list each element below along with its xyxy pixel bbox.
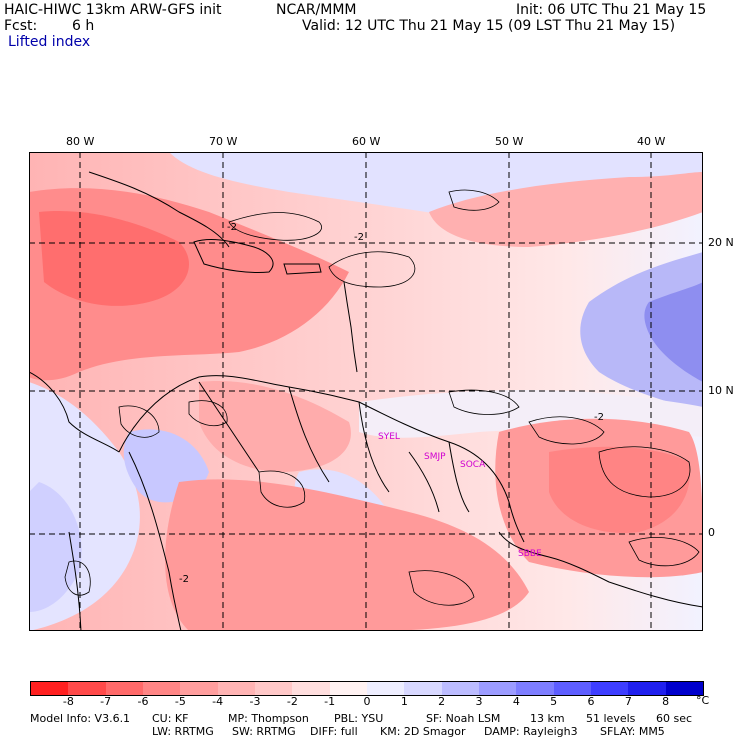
puerto-rico-coast [283, 263, 322, 275]
colorbar-swatch [68, 682, 106, 695]
colorbar-tick-label: -7 [100, 695, 112, 708]
init-time: Init: 06 UTC Thu 21 May 15 [516, 2, 707, 18]
station-smjp: SMJP [424, 452, 446, 462]
footer-diff: DIFF: full [310, 725, 358, 738]
sa-blue-patch3 [29, 482, 82, 612]
colorbar-tick-label: -8 [62, 695, 74, 708]
colorbar-tick-label: 0 [363, 695, 371, 708]
colorbar-tick-label: -6 [137, 695, 149, 708]
colorbar-tick-label: -5 [174, 695, 186, 708]
colorbar-swatch [553, 682, 591, 695]
colorbar-tick-label: 8 [662, 695, 670, 708]
fcst-value: 6 h [72, 18, 95, 34]
station-soca: SOCA [460, 460, 486, 470]
colorbar [30, 681, 704, 696]
colorbar-swatch [516, 682, 554, 695]
colorbar-tick-label: -3 [249, 695, 261, 708]
lon-label-40w: 40 W [637, 135, 666, 148]
footer-levels: 51 levels [586, 712, 636, 725]
colorbar-swatch [105, 682, 143, 695]
caribbean-red-core [39, 211, 189, 306]
colorbar-unit: °C [696, 694, 710, 707]
graticule [29, 152, 703, 631]
coastlines [29, 171, 703, 631]
lon-label-70w: 70 W [209, 135, 238, 148]
lon-label-50w: 50 W [495, 135, 524, 148]
colorbar-tick-label: -1 [324, 695, 336, 708]
contour-label-2: -2 [354, 232, 364, 243]
amazon-red [165, 479, 530, 631]
colorbar-swatch [292, 682, 330, 695]
sa-amazon-mouth [498, 531, 703, 608]
colorbar-swatch [329, 682, 367, 695]
atlantic-red-se-core [549, 446, 690, 533]
hispaniola-coast [193, 239, 274, 273]
lat-label-eq: 0 [708, 526, 715, 539]
lat-label-10n: 10 N [708, 384, 734, 397]
valid-time: Valid: 12 UTC Thu 21 May 15 (09 LST Thu … [302, 18, 676, 34]
lon-label-60w: 60 W [352, 135, 381, 148]
org-label: NCAR/MMM [276, 2, 357, 18]
east-blue-core [644, 282, 703, 382]
sa-west-coast [68, 531, 82, 631]
colorbar-labels: -8 -7 -6 -5 -4 -3 -2 -1 0 1 2 3 4 5 6 7 8 [0, 695, 740, 709]
cuba-coast [88, 171, 230, 248]
east-blue-region [580, 252, 703, 412]
atlantic-red-ne [429, 172, 703, 247]
li-contours [64, 189, 700, 606]
footer-model-info: Model Info: V3.6.1 [30, 712, 131, 725]
footer-timestep: 60 sec [656, 712, 693, 725]
colorbar-swatch [31, 682, 69, 695]
colorbar-tick-label: 4 [512, 695, 520, 708]
colorbar-tick-label: -4 [212, 695, 224, 708]
fcst-label: Fcst: [4, 18, 38, 34]
colorbar-tick-label: 3 [475, 695, 483, 708]
colorbar-swatch [217, 682, 255, 695]
colorbar-swatch [478, 682, 517, 695]
contour-label: -2 [227, 222, 237, 233]
colorbar-tick-label: 7 [624, 695, 632, 708]
sa-north-coast [118, 375, 525, 543]
footer-sflay: SFLAY: MM5 [600, 725, 665, 738]
colorbar-tick-label: 5 [550, 695, 558, 708]
colorbar-swatch [590, 682, 629, 695]
venezuela-red [199, 381, 351, 472]
colorbar-swatch [665, 682, 703, 695]
footer-pbl: PBL: YSU [334, 712, 384, 725]
colorbar-tick-label: 1 [400, 695, 408, 708]
footer-sf: SF: Noah LSM [426, 712, 501, 725]
colorbar-tick-label: 2 [438, 695, 446, 708]
footer-km: KM: 2D Smagor [380, 725, 466, 738]
station-sbbe: SBBE [518, 549, 542, 559]
map-panel: -2 -2 -2 -2 [29, 152, 703, 631]
colorbar-tick-label: -2 [286, 695, 298, 708]
lesser-antilles [343, 281, 358, 373]
footer-damp: DAMP: Rayleigh3 [484, 725, 578, 738]
footer-sw: SW: RRTMG [232, 725, 296, 738]
sa-west-border [128, 451, 182, 631]
colorbar-tick-label: 6 [587, 695, 595, 708]
footer-lw: LW: RRTMG [152, 725, 214, 738]
colorbar-swatch [628, 682, 666, 695]
field-name: Lifted index [8, 34, 91, 50]
map-frame [29, 152, 703, 631]
lat-label-20n: 20 N [708, 236, 734, 249]
station-syel: SYEL [378, 432, 400, 442]
lon-label-80w: 80 W [66, 135, 95, 148]
footer-cu: CU: KF [152, 712, 189, 725]
footer-res: 13 km [530, 712, 565, 725]
colorbar-swatch [366, 682, 405, 695]
central-america-coast [29, 371, 120, 453]
colorbar-swatch [142, 682, 181, 695]
colorbar-swatch [254, 682, 293, 695]
colorbar-swatch [180, 682, 218, 695]
colorbar-swatch [441, 682, 479, 695]
contour-label-4: -2 [179, 574, 189, 585]
model-title: HAIC-HIWC 13km ARW-GFS init [4, 2, 222, 18]
contour-label-3: -2 [594, 412, 604, 423]
sa-interior-borders [198, 381, 470, 513]
colorbar-swatch [404, 682, 442, 695]
footer-mp: MP: Thompson [228, 712, 309, 725]
